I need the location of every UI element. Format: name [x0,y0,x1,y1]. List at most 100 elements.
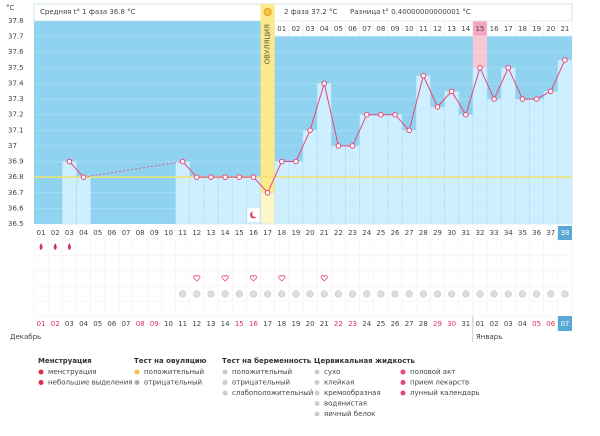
date-label: 28 [419,320,428,328]
grid-cell [416,270,431,287]
temperature-point [66,158,73,165]
pregnancy-test-icon [377,290,385,298]
legend-icon [314,401,320,406]
phase-day-label: 07 [362,25,371,33]
grid-cell [217,300,233,317]
month-label: Декабрь [10,333,41,341]
temperature-point [392,111,398,118]
grid-cell [76,255,91,272]
temperature-point [250,174,257,180]
grid-cell [345,270,360,287]
intercourse-icon [278,275,286,282]
cycle-day-label: 04 [79,229,88,237]
grid-cell [62,270,77,287]
date-label: 07 [122,320,131,328]
phase-day-label: 13 [447,25,456,33]
temperature-point [477,65,483,71]
date-label: 04 [79,320,88,328]
grid-cell [500,255,516,272]
gap-connector [83,161,183,178]
legend-item: клейкая [324,379,354,387]
grid-cell [47,255,63,272]
phase-day-label: 02 [291,25,300,33]
y-tick-label: 37.5 [8,64,24,72]
grid-cell [387,300,403,317]
header-phase2: 2 фаза 37.2 °C [284,8,338,16]
grid-cell [76,285,91,302]
phase-day-label: 21 [560,25,569,33]
grid-cell [444,300,459,317]
grid-cell [47,270,63,287]
header-difference: Разница t° 0.40000000000001 °C [350,8,471,16]
phase-day-label: 09 [391,25,400,33]
grid-cell [33,255,49,272]
grid-cell [500,239,516,256]
legend-icon [314,411,320,417]
grid-cell [401,300,417,317]
grid-cell [416,255,431,272]
cycle-day-label: 18 [277,229,286,237]
phase-day-label: 05 [334,25,343,33]
legend-icon [134,369,140,375]
temperature-point [420,72,427,79]
grid-cell [217,239,233,256]
temperature-bar [345,145,360,225]
y-tick-label: 37 [8,142,17,150]
grid-cell [444,255,459,272]
grid-cell [472,270,488,287]
grid-cell [104,270,120,287]
pregnancy-test-icon [179,290,187,298]
y-tick-label: 37.3 [8,95,24,103]
date-label: 27 [405,320,414,328]
ovulation-icon [263,8,272,16]
temperature-point [505,65,512,71]
ovulation-label: ОВУЛЯЦИЯ [264,24,272,64]
cycle-day-label: 37 [546,229,555,237]
date-label: 06 [546,320,555,328]
date-label: 24 [362,320,371,328]
intercourse-icon [221,275,229,282]
current-day-box [557,226,572,240]
phase-day-label: 08 [376,25,385,33]
cycle-day-label: 01 [37,229,46,237]
grid-cell [373,255,389,272]
month-label: Январь [476,333,502,341]
pregnancy-test-icon [405,290,413,298]
grid-cell [529,239,544,256]
cycle-day-label: 28 [419,229,428,237]
legend-item: половой акт [410,368,455,376]
temperature-bar [217,176,233,225]
grid-cell [515,300,530,317]
grid-cell [274,255,290,272]
cycle-day-label: 22 [334,229,343,237]
ovulation-band [260,4,275,224]
grid-cell [430,300,445,317]
legend-icon [38,380,44,385]
cycle-day-label: 17 [263,229,272,237]
phase-day-label: 04 [320,25,329,33]
grid-cell [217,255,233,272]
grid-cell [62,300,77,317]
grid-cell [189,300,205,317]
grid-cell [430,255,445,272]
date-label: 03 [65,320,74,328]
cycle-day-label: 11 [178,229,187,237]
cycle-day-label: 05 [93,229,102,237]
cycle-day-label: 38 [560,229,569,237]
cycle-day-label: 33 [490,229,499,237]
pregnancy-test-icon [433,290,442,298]
date-label: 23 [348,320,357,328]
grid-cell [175,255,190,272]
temperature-point [335,143,342,149]
pregnancy-test-icon [547,290,555,298]
grid-cell [33,285,49,302]
temperature-point [491,96,497,102]
grid-cell [161,270,176,287]
grid-cell [76,270,91,287]
grid-cell [557,270,573,287]
cycle-day-label: 24 [362,229,371,237]
grid-cell [458,270,474,287]
pregnancy-test-icon [306,290,314,298]
